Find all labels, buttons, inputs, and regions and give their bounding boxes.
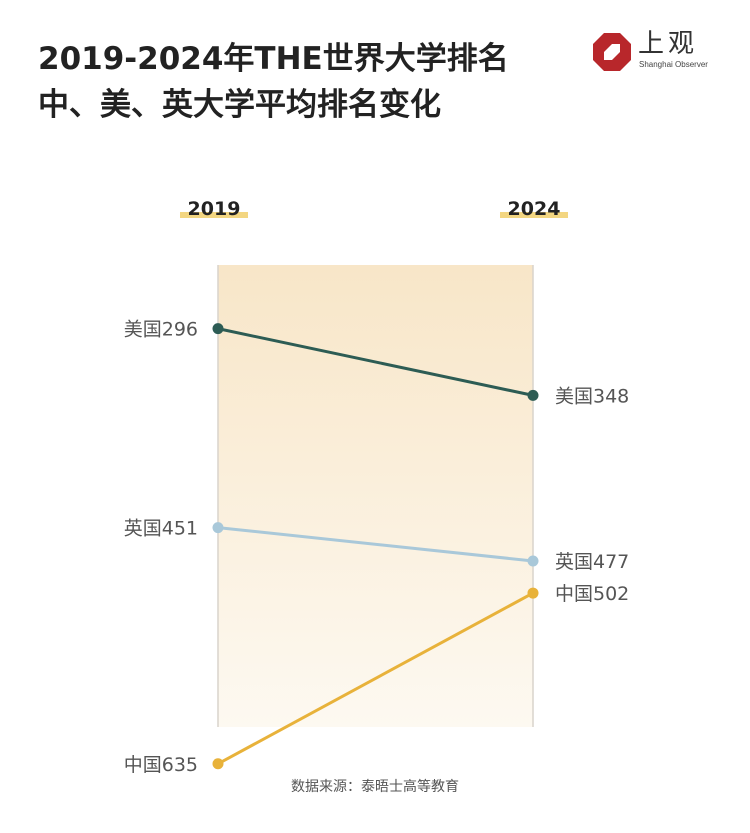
series-2-label-2024: 中国502 <box>555 583 629 605</box>
x-tick-label-2019: 2019 <box>188 198 241 220</box>
logo-text-cn: 上观 <box>638 29 699 59</box>
logo-text-en: Shanghai Observer <box>639 60 708 69</box>
series-1-point-2024 <box>527 555 539 567</box>
logo: 上观 Shanghai Observer <box>592 29 722 74</box>
year-underline-2024 <box>500 212 568 218</box>
series-2-line <box>217 591 534 766</box>
series-0-label-2024: 美国348 <box>555 385 629 407</box>
series-2-point-2024 <box>527 587 539 599</box>
logo-icon <box>593 33 631 71</box>
series-0-label-2019: 美国296 <box>124 319 198 341</box>
title-line-1: 2019-2024年THE世界大学排名 <box>38 41 509 77</box>
series-1-label-2024: 英国477 <box>555 551 629 573</box>
series-1-point-2019 <box>212 522 224 534</box>
chart-background-band <box>218 265 533 727</box>
series-2-point-2019 <box>212 758 224 770</box>
series-0-line <box>217 327 534 397</box>
year-underline-2019 <box>180 212 248 218</box>
title-line-2: 中、美、英大学平均排名变化 <box>38 87 441 123</box>
series-2-label-2019: 中国635 <box>124 754 198 776</box>
x-tick-label-2024: 2024 <box>508 198 561 220</box>
series-1-line <box>217 526 534 563</box>
series-0-point-2024 <box>527 389 539 401</box>
series-0-point-2019 <box>212 323 224 335</box>
data-source: 数据来源：泰晤士高等教育 <box>291 779 459 795</box>
series-1-label-2019: 英国451 <box>124 518 198 540</box>
series-layer: 美国296 美国348 英国451 英国477 中国635 中国502 <box>124 319 630 776</box>
chart-title: 2019-2024年THE世界大学排名 中、美、英大学平均排名变化 <box>38 36 509 128</box>
